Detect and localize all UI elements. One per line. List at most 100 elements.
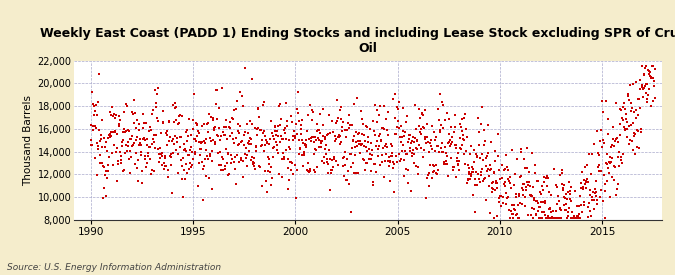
- Point: [138, 136, 149, 140]
- Point: [444, 144, 455, 148]
- Point: [123, 140, 134, 145]
- Point: [200, 141, 211, 145]
- Point: [638, 73, 649, 77]
- Point: [638, 87, 649, 92]
- Point: [179, 147, 190, 152]
- Point: [125, 170, 136, 175]
- Point: [288, 138, 299, 142]
- Point: [442, 162, 453, 166]
- Point: [107, 163, 118, 167]
- Point: [275, 123, 286, 127]
- Point: [462, 181, 472, 185]
- Point: [475, 155, 485, 160]
- Point: [221, 147, 232, 152]
- Point: [145, 145, 156, 149]
- Point: [341, 135, 352, 139]
- Point: [143, 144, 154, 149]
- Point: [381, 152, 392, 156]
- Point: [516, 186, 527, 191]
- Point: [364, 147, 375, 151]
- Point: [153, 152, 164, 156]
- Point: [188, 137, 199, 141]
- Point: [591, 194, 601, 199]
- Point: [236, 140, 246, 144]
- Point: [468, 193, 479, 198]
- Point: [370, 133, 381, 137]
- Point: [409, 140, 420, 145]
- Point: [97, 163, 108, 168]
- Point: [624, 142, 634, 147]
- Point: [622, 92, 633, 97]
- Point: [385, 141, 396, 146]
- Point: [262, 140, 273, 144]
- Point: [273, 151, 284, 155]
- Point: [476, 173, 487, 177]
- Point: [149, 88, 160, 92]
- Point: [583, 214, 594, 219]
- Point: [198, 167, 209, 172]
- Point: [106, 112, 117, 117]
- Point: [322, 162, 333, 166]
- Point: [90, 125, 101, 130]
- Point: [519, 204, 530, 209]
- Point: [89, 103, 100, 108]
- Point: [168, 120, 179, 124]
- Point: [141, 121, 152, 125]
- Point: [114, 118, 125, 123]
- Point: [595, 139, 605, 143]
- Point: [481, 156, 492, 160]
- Point: [400, 149, 410, 154]
- Point: [291, 132, 302, 136]
- Point: [417, 111, 428, 115]
- Point: [329, 157, 340, 161]
- Point: [349, 171, 360, 176]
- Point: [323, 171, 334, 175]
- Point: [281, 119, 292, 123]
- Point: [147, 108, 158, 112]
- Point: [179, 142, 190, 146]
- Point: [92, 141, 103, 145]
- Point: [159, 161, 169, 165]
- Point: [571, 216, 582, 220]
- Point: [309, 169, 320, 174]
- Point: [398, 142, 409, 147]
- Point: [631, 116, 642, 120]
- Point: [271, 129, 282, 134]
- Point: [595, 169, 606, 173]
- Point: [113, 122, 124, 126]
- Point: [154, 146, 165, 150]
- Point: [418, 148, 429, 152]
- Point: [290, 162, 301, 167]
- Point: [452, 151, 463, 155]
- Point: [462, 163, 473, 167]
- Point: [559, 203, 570, 207]
- Point: [404, 133, 414, 137]
- Point: [304, 136, 315, 141]
- Point: [541, 216, 552, 220]
- Point: [560, 196, 570, 200]
- Point: [182, 170, 192, 175]
- Point: [387, 151, 398, 155]
- Point: [296, 127, 306, 131]
- Point: [633, 129, 644, 133]
- Point: [253, 115, 264, 119]
- Point: [390, 131, 401, 136]
- Point: [497, 201, 508, 205]
- Point: [323, 132, 333, 136]
- Point: [503, 168, 514, 172]
- Point: [244, 142, 254, 146]
- Point: [478, 179, 489, 183]
- Point: [298, 163, 308, 168]
- Point: [161, 133, 172, 137]
- Point: [151, 105, 162, 110]
- Point: [558, 183, 569, 187]
- Point: [425, 163, 436, 167]
- Point: [399, 134, 410, 138]
- Point: [100, 169, 111, 173]
- Point: [494, 196, 505, 200]
- Point: [103, 136, 114, 140]
- Point: [94, 72, 105, 76]
- Point: [242, 122, 252, 127]
- Point: [256, 184, 267, 188]
- Point: [149, 168, 160, 173]
